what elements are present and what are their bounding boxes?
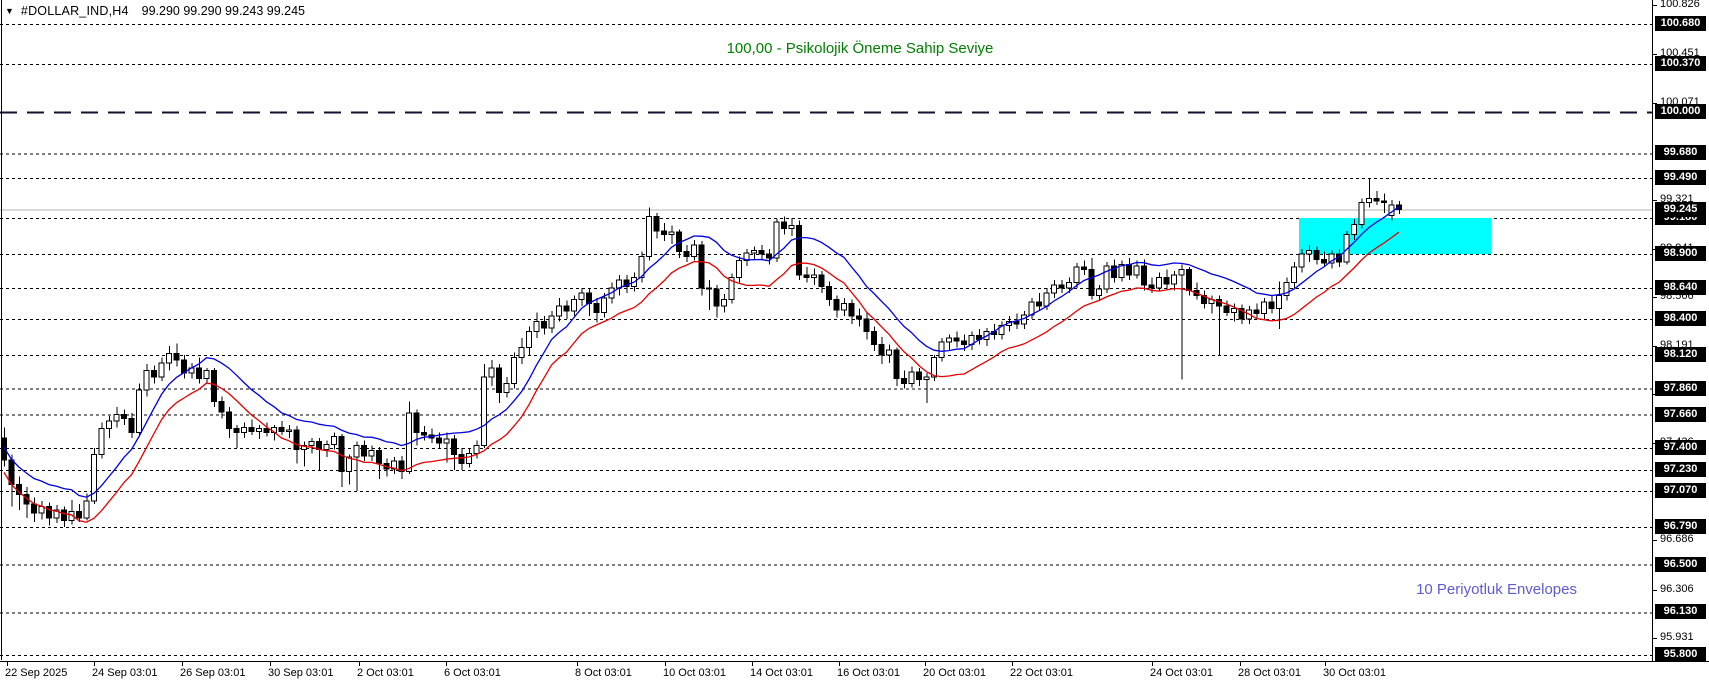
price-tick-mark (1653, 346, 1657, 347)
time-tick-mark (182, 662, 183, 666)
price-tick-label: 95.931 (1660, 631, 1694, 643)
date-label: 20 Oct 03:01 (923, 667, 986, 679)
date-label: 22 Sep 2025 (5, 667, 68, 679)
date-label: 16 Oct 03:01 (837, 667, 900, 679)
date-label: 22 Oct 03:01 (1010, 667, 1073, 679)
price-level-label: 97.230 (1655, 462, 1706, 477)
date-label: 30 Oct 03:01 (1323, 667, 1386, 679)
chevron-down-icon: ▼ (5, 5, 14, 16)
price-tick-mark (1653, 540, 1657, 541)
time-tick-mark (577, 662, 578, 666)
psychological-level-annotation: 100,00 - Psikolojik Öneme Sahip Seviye (726, 40, 994, 57)
psychological-level-label: 100.000 (1655, 104, 1706, 119)
price-tick-mark (1653, 638, 1657, 639)
date-label: 26 Sep 03:01 (180, 667, 246, 679)
price-tick-mark (1653, 54, 1657, 55)
date-label: 2 Oct 03:01 (357, 667, 414, 679)
ohlc-readout: 99.290 99.290 99.243 99.245 (141, 4, 305, 18)
envelope-lower-line (3, 231, 1400, 523)
time-tick-mark (7, 662, 8, 666)
date-label: 10 Oct 03:01 (663, 667, 726, 679)
price-level-label: 99.490 (1655, 170, 1706, 185)
time-tick-mark (1152, 662, 1153, 666)
time-tick-mark (665, 662, 666, 666)
envelope-upper-line (3, 206, 1400, 498)
price-axis[interactable]: 100.826100.451100.07199.32198.94198.5669… (1652, 0, 1709, 662)
price-level-label: 100.680 (1655, 16, 1706, 31)
price-tick-label: 96.306 (1660, 583, 1694, 595)
price-level-label: 98.900 (1655, 246, 1706, 261)
time-tick-mark (446, 662, 447, 666)
price-level-label: 95.800 (1655, 647, 1706, 662)
price-tick-mark (1653, 5, 1657, 6)
price-level-label: 99.680 (1655, 145, 1706, 160)
chart-plot-area[interactable] (0, 0, 1652, 661)
date-label: 24 Sep 03:01 (92, 667, 158, 679)
price-level-label: 97.400 (1655, 440, 1706, 455)
date-label: 30 Sep 03:01 (268, 667, 334, 679)
time-tick-mark (94, 662, 95, 666)
price-level-label: 97.660 (1655, 407, 1706, 422)
date-label: 24 Oct 03:01 (1150, 667, 1213, 679)
price-level-label: 98.120 (1655, 347, 1706, 362)
time-tick-mark (359, 662, 360, 666)
price-level-label: 96.790 (1655, 519, 1706, 534)
price-tick-mark (1653, 590, 1657, 591)
price-level-label: 100.370 (1655, 56, 1706, 71)
time-tick-mark (1012, 662, 1013, 666)
candlesticks (1, 177, 1402, 528)
symbol-timeframe-title: #DOLLAR_IND,H4 (20, 4, 129, 18)
price-tick-label: 100.826 (1660, 0, 1700, 10)
price-tick-mark (1653, 297, 1657, 298)
bid-price-label: 99.245 (1655, 202, 1706, 217)
time-tick-mark (839, 662, 840, 666)
price-tick-mark (1653, 200, 1657, 201)
date-label: 6 Oct 03:01 (444, 667, 501, 679)
price-level-label: 97.070 (1655, 483, 1706, 498)
time-tick-mark (925, 662, 926, 666)
price-tick-label: 96.686 (1660, 533, 1694, 545)
time-tick-mark (1240, 662, 1241, 666)
envelopes-indicator-label: 10 Periyotluk Envelopes (1416, 581, 1577, 598)
level-lines (0, 23, 1652, 657)
price-level-label: 96.130 (1655, 604, 1706, 619)
date-label: 8 Oct 03:01 (575, 667, 632, 679)
date-label: 14 Oct 03:01 (750, 667, 813, 679)
price-level-label: 96.500 (1655, 557, 1706, 572)
price-level-label: 98.400 (1655, 311, 1706, 326)
time-tick-mark (752, 662, 753, 666)
time-tick-mark (270, 662, 271, 666)
time-tick-mark (1325, 662, 1326, 666)
highlight-zone[interactable] (1299, 217, 1491, 255)
price-level-label: 98.640 (1655, 280, 1706, 295)
price-tick-mark (1653, 103, 1657, 104)
chart-title-row: ▼ #DOLLAR_IND,H4 99.290 99.290 99.243 99… (5, 4, 305, 18)
time-axis[interactable]: 22 Sep 2025 24 Sep 03:01 26 Sep 03:01 30 Se… (0, 661, 1709, 684)
date-label: 28 Oct 03:01 (1238, 667, 1301, 679)
price-level-label: 97.860 (1655, 381, 1706, 396)
chart-canvas[interactable] (0, 0, 1652, 661)
